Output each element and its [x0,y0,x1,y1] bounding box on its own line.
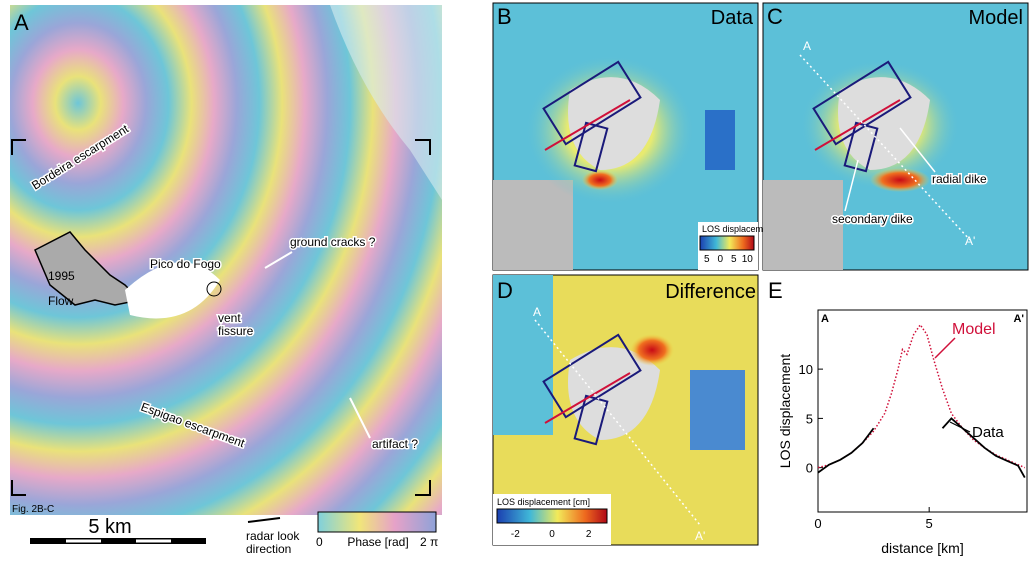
deformation [493,275,553,435]
profile-label: A [821,313,829,325]
dike-outline [812,60,912,146]
profile-label: A [803,39,811,53]
label: fissure [218,324,254,338]
crater [568,347,660,440]
y-tick-label: 0 [806,461,813,476]
label: artifact ? [372,437,418,451]
panel-d: D Difference A A' LOS displacement [cm] [492,274,759,546]
dike-trace [814,99,901,151]
panel-letter: D [497,278,513,303]
panel-e: E A A' 0 5 0 5 10 distance [km] LOS displacement M… [768,278,1028,556]
scale-bar [66,539,101,543]
colorbar [496,508,608,524]
deformation [630,334,674,366]
scale-bar [136,539,171,543]
deformation [705,110,735,170]
dike-outline [573,121,609,173]
colorbar-tick-label: 10 [742,254,754,265]
colorbar-label: Phase [rad] [347,535,408,549]
label: radial dike [932,172,987,186]
profile-label: A [533,305,541,319]
dike-trace [544,372,631,424]
y-tick-label: 5 [806,411,813,426]
leader [899,127,936,173]
x-tick-label: 5 [926,516,933,531]
profile-line [534,319,701,526]
look-arrow [247,517,281,523]
legend-label: Model [952,321,996,338]
y-axis-label: LOS displacement [777,354,793,469]
legend-leader [949,421,971,433]
panel-title: Difference [665,281,756,303]
dike-outline [542,60,642,146]
profile-label: A' [695,529,705,543]
label: 1995 [48,269,75,283]
legend-label: Data [972,424,1004,441]
profile-label: A' [965,234,975,248]
colorbar [317,511,437,533]
label: ground cracks ? [290,235,376,249]
x-tick-label: 0 [814,516,821,531]
panel-a: A Bordeira escarpment 1995 Flow Pico do … [10,5,442,556]
plot-frame [817,309,1028,513]
colorbar-tick-label: 5 [731,254,737,265]
leader [844,159,859,212]
colorbar-ticks: -2 0 2 [511,529,592,540]
colorbar-label: 2 π [420,535,438,549]
deformation [582,170,618,190]
panel-letter: B [497,4,512,29]
deformation [870,168,930,192]
colorbar-tick-label: -2 [511,529,520,540]
colorbar-tick-label: 2 [586,529,592,540]
background [10,5,442,200]
label: direction [246,542,291,556]
y-tick-label: 10 [799,362,813,377]
deformation [690,370,745,450]
colorbar [699,235,755,251]
label: radar look [246,529,300,543]
corner-marks [11,139,431,496]
scale-label: 5 km [88,516,131,538]
colorbar-label: 0 [316,535,323,549]
label: secondary dike [832,212,913,226]
series-line [817,417,1026,478]
label: Fig. 2B-C [12,504,54,515]
colorbar-tick-label: 5 [704,254,710,265]
label: Flow [48,294,74,308]
label: Pico do Fogo [150,257,221,271]
dike-outline [542,333,642,419]
colorbar-tick-label: 0 [549,529,555,540]
scale-bar [30,538,206,544]
x-axis-label: distance [km] [881,540,963,556]
dike-outline [573,394,609,446]
label: vent [218,311,241,325]
dike-trace [544,99,631,151]
relief [763,180,843,270]
panel-c: C Model A A' radial dike secondary dike [762,2,1029,271]
panel-title: Model [969,7,1023,29]
panel-letter: A [14,10,29,35]
crater [125,262,220,319]
legend-leader [934,337,956,359]
profile-label: A' [1013,313,1024,325]
profile-line [799,54,971,241]
colorbar-tick-label: 0 [717,254,723,265]
leader [264,251,293,269]
colorbar-ticks: 5 0 5 10 [704,254,753,265]
panel-letter: C [767,4,783,29]
relief [493,180,573,270]
pico-marker [206,281,222,297]
panel-title: Data [711,7,754,29]
colorbar-title: LOS displacement [cm] [497,497,590,507]
colorbar-title: LOS displacement [cm] [702,224,795,234]
panel-b: B Data LOS displacement [cm] [492,2,795,271]
panel-letter: E [768,278,783,303]
leader [349,397,371,439]
